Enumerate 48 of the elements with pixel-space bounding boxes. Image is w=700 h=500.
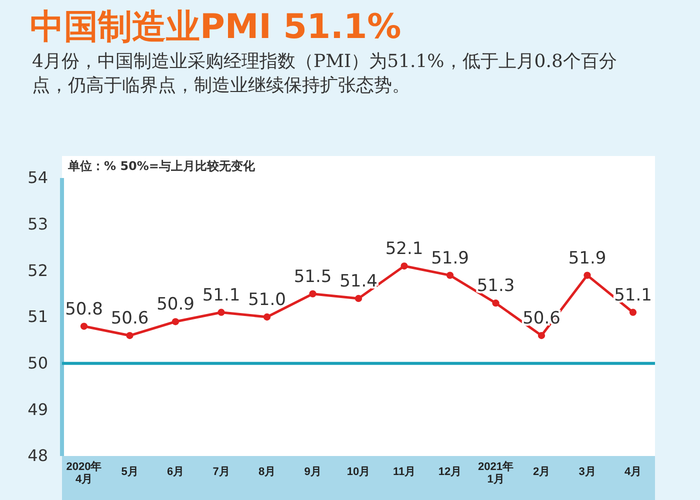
y-tick-label: 53 [28, 214, 48, 234]
y-tick-label: 48 [28, 446, 48, 466]
point [309, 290, 316, 298]
x-tick-label: 3月 [578, 466, 596, 478]
text: 51.1 [614, 285, 652, 306]
text: 51.4 [340, 271, 378, 292]
y-tick-label: 51 [28, 307, 48, 326]
point [538, 332, 546, 340]
y-tick-label: 52 [28, 260, 48, 280]
point [354, 294, 362, 302]
x-tick-label: 6月 [166, 466, 184, 478]
point [172, 318, 180, 326]
text: 51.5 [294, 266, 332, 287]
x-tick-label: 2021年1月 [478, 460, 514, 486]
chart-subtitle: 4月份，中国制造业采购经理指数（PMI）为51.1%，低于上月0.8个百分点，仍高于临界点，制造业继续保持扩张态势。 [32, 50, 618, 98]
point [492, 300, 500, 307]
text: 51.0 [248, 290, 286, 310]
text: 50.9 [156, 294, 194, 315]
text: 51.9 [568, 248, 606, 268]
text: 52.1 [385, 239, 424, 260]
text: 50.8 [65, 299, 103, 320]
text: 单位：% 50%=与上月比较无变化 [67, 159, 256, 173]
x-tick-label: 5月 [121, 466, 138, 478]
text: 51.9 [431, 248, 469, 268]
y-tick-label: 54 [28, 168, 48, 188]
point [126, 332, 134, 340]
chart-title: 中国制造业PMI 51.1% [30, 6, 402, 49]
x-tick-label: 4月 [624, 466, 642, 478]
point [446, 272, 454, 279]
x-tick-label: 2月 [532, 466, 550, 478]
y-tick-label: 49 [28, 400, 48, 419]
x-tick-label: 2020年4月 [66, 460, 102, 486]
x-tick-label: 11月 [392, 466, 416, 478]
point [263, 313, 271, 321]
point [629, 308, 637, 316]
x-tick-label: 8月 [258, 466, 276, 478]
text: 50.6 [110, 308, 149, 329]
text: 51.3 [476, 276, 515, 296]
point [400, 262, 408, 270]
point [584, 272, 591, 279]
point [218, 308, 225, 316]
x-tick-label: 10月 [346, 466, 370, 478]
y-tick-label: 50 [28, 353, 48, 372]
x-tick-label: 12月 [438, 466, 462, 478]
x-tick-label: 7月 [212, 466, 230, 478]
x-tick-label: 9月 [304, 466, 322, 478]
point [80, 322, 88, 330]
text: 51.1 [202, 285, 240, 306]
